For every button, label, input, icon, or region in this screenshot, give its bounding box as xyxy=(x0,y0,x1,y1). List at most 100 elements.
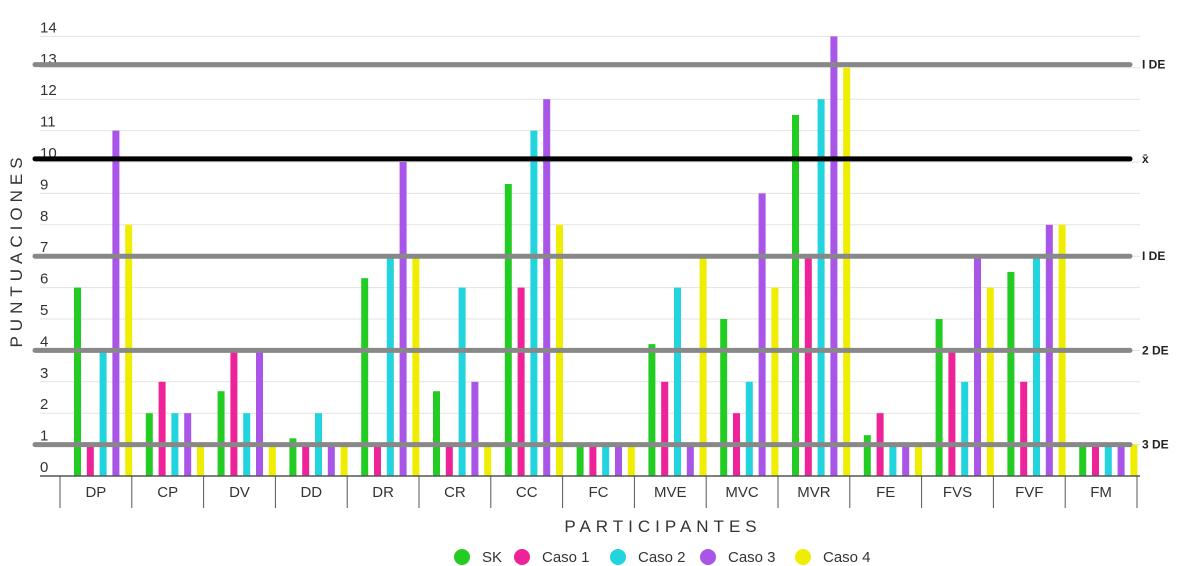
bar xyxy=(327,444,335,476)
x-axis-title: PARTICIPANTES xyxy=(564,517,761,536)
x-axis: DP CP DV DD DR CR CC FC MVE MVC MVR FE FVS FVF FM xyxy=(40,475,1140,508)
bar xyxy=(1104,444,1112,476)
category-label: CC xyxy=(516,484,538,501)
gridlines xyxy=(40,35,1140,446)
bar xyxy=(112,130,120,476)
bar xyxy=(1020,381,1028,476)
bar xyxy=(745,381,753,476)
category-label: MVR xyxy=(797,484,831,501)
legend-entry: Caso 2 xyxy=(638,549,686,566)
y-tick-label: 7 xyxy=(40,239,48,256)
bar xyxy=(627,444,635,476)
bar xyxy=(771,287,779,476)
legend-swatch xyxy=(610,549,626,565)
bar xyxy=(648,344,656,476)
legend-swatch xyxy=(795,549,811,565)
reference-line-label: 2 DE xyxy=(1142,343,1169,357)
bar xyxy=(720,319,728,476)
category-label: DP xyxy=(85,484,106,501)
bar xyxy=(961,381,969,476)
bar xyxy=(445,444,453,476)
bar xyxy=(517,287,525,476)
bar xyxy=(935,319,943,476)
reference-line-label: 3 DE xyxy=(1142,438,1169,452)
legend-swatch xyxy=(454,549,470,565)
bar xyxy=(792,114,799,477)
bar xyxy=(1130,444,1138,476)
bar xyxy=(386,256,394,476)
bar xyxy=(504,183,512,477)
bar xyxy=(804,256,812,476)
bar xyxy=(974,256,981,476)
bar xyxy=(589,444,597,476)
category-label: FVS xyxy=(943,484,972,501)
bar xyxy=(399,162,407,476)
legend-entry: Caso 1 xyxy=(542,549,590,566)
bar xyxy=(412,256,420,476)
reference-line-label: I DE xyxy=(1142,249,1165,263)
bar xyxy=(661,381,669,476)
category-label: FE xyxy=(876,484,895,501)
bar xyxy=(543,99,551,476)
category-label: FC xyxy=(589,484,609,501)
bar xyxy=(902,444,910,476)
bar xyxy=(1117,444,1125,476)
legend-swatch xyxy=(700,549,716,565)
bar xyxy=(699,256,707,476)
y-tick-label: 9 xyxy=(40,176,48,193)
y-tick-label: 14 xyxy=(40,19,57,36)
y-tick-label: 12 xyxy=(40,82,57,99)
category-label: DV xyxy=(229,484,250,501)
reference-lines: I DE x̄ I DE 2 DE 3 DE xyxy=(32,58,1169,452)
y-tick-label: 11 xyxy=(40,114,56,131)
bar xyxy=(889,444,897,476)
bar xyxy=(915,444,922,476)
category-label: MVE xyxy=(654,484,687,501)
bar xyxy=(484,444,492,476)
legend: SK Caso 1 Caso 2 Caso 3 Caso 4 xyxy=(454,549,871,566)
bar xyxy=(843,67,851,477)
bar xyxy=(530,130,538,476)
category-label: DD xyxy=(300,484,322,501)
legend-entry: Caso 4 xyxy=(823,549,871,566)
y-tick-label: 4 xyxy=(40,333,48,350)
bar xyxy=(471,381,479,476)
y-tick-label: 1 xyxy=(40,428,48,445)
bar xyxy=(433,391,440,476)
y-tick-label: 0 xyxy=(40,459,48,476)
legend-entry: SK xyxy=(482,549,502,566)
y-tick-label: 6 xyxy=(40,271,48,288)
category-label: CP xyxy=(157,484,178,501)
bar xyxy=(256,350,263,476)
bar xyxy=(268,444,276,476)
reference-line-label: x̄ xyxy=(1142,152,1149,166)
legend-swatch xyxy=(514,549,530,565)
y-tick-label: 3 xyxy=(40,365,48,382)
bar xyxy=(340,444,348,476)
bar xyxy=(74,287,81,476)
bar xyxy=(158,381,166,476)
category-label: FVF xyxy=(1015,484,1043,501)
category-label: FM xyxy=(1090,484,1112,501)
bar xyxy=(758,193,766,476)
legend-entry: Caso 3 xyxy=(728,549,776,566)
bar xyxy=(986,287,994,476)
bar xyxy=(863,435,871,476)
category-label: MVC xyxy=(725,484,759,501)
bar xyxy=(289,438,297,476)
reference-line-label: I DE xyxy=(1142,58,1165,72)
category-label: CR xyxy=(444,484,466,501)
bar xyxy=(674,287,681,476)
bar xyxy=(1092,444,1099,476)
bar xyxy=(686,444,694,476)
bar xyxy=(361,278,369,476)
bar xyxy=(99,350,107,476)
y-tick-label: 2 xyxy=(40,396,48,413)
bar xyxy=(197,444,204,476)
y-axis-title: PUNTUACIONES xyxy=(7,152,26,347)
bar xyxy=(817,99,825,476)
y-tick-label: 5 xyxy=(40,302,48,319)
bar xyxy=(602,444,610,476)
bar xyxy=(217,391,225,476)
